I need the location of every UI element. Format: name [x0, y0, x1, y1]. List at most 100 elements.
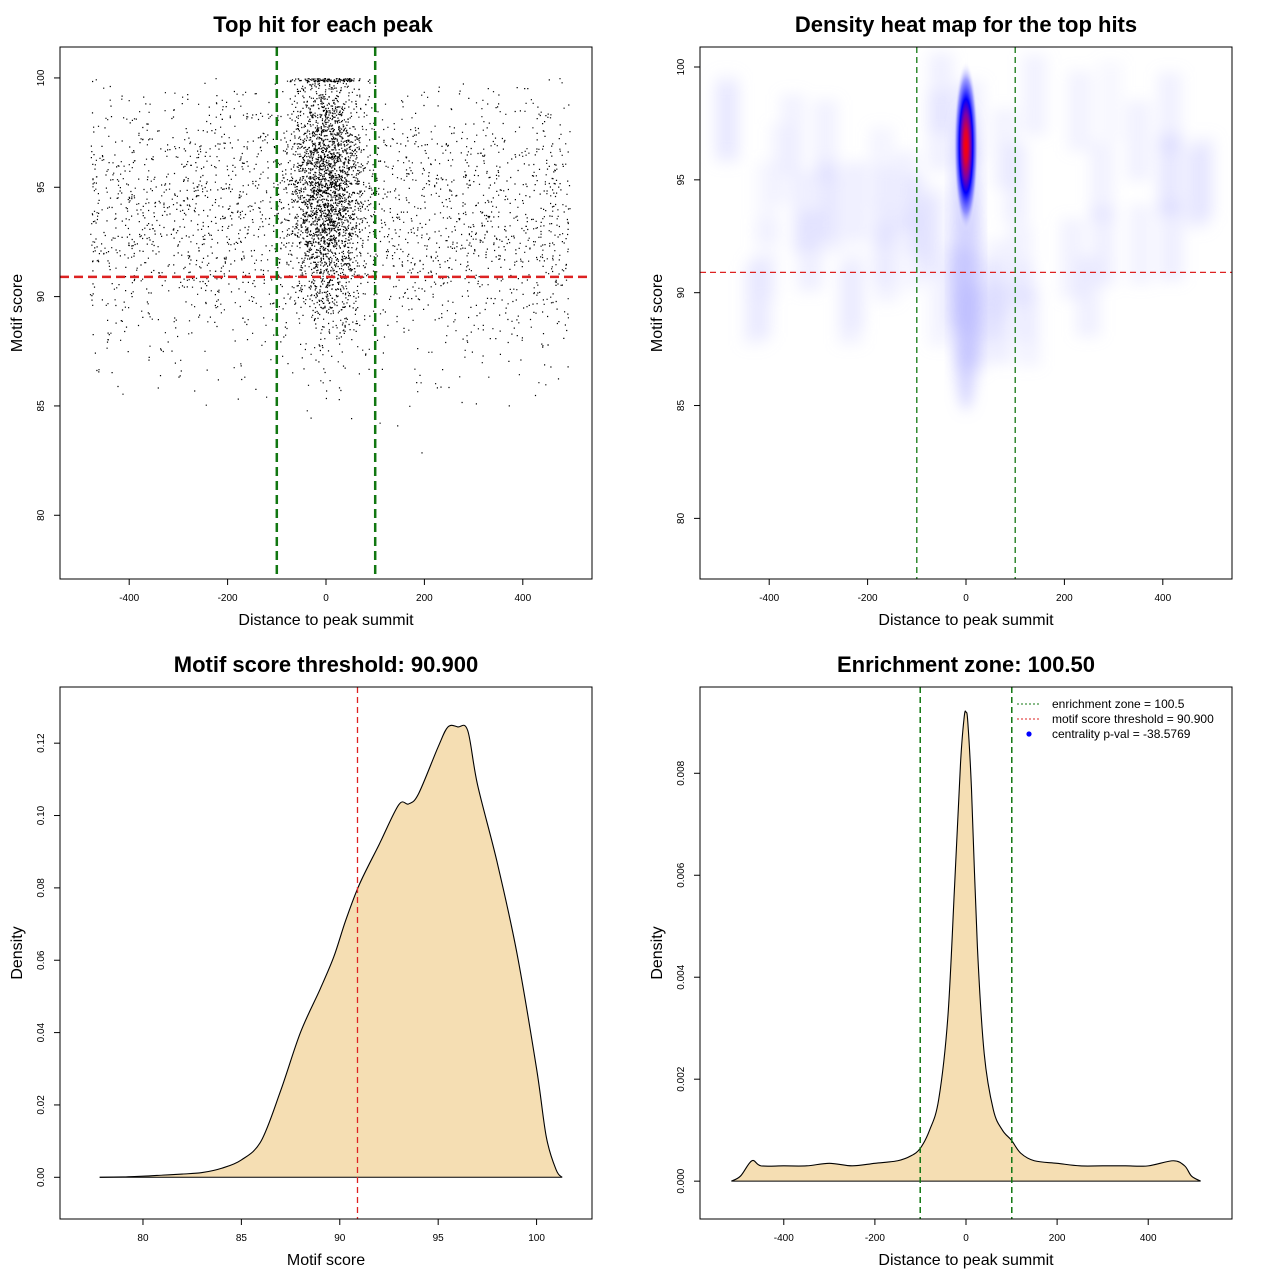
heatmap-cell [780, 94, 805, 175]
score-density-axes: 80 85 90 95 100 0.00 0.02 0.04 0.06 0.08 0.10 0.12 [36, 733, 545, 1244]
x-tick-label: 80 [137, 1233, 149, 1244]
y-tick-label: 0.10 [36, 805, 47, 825]
x-tick-label: 0 [963, 593, 969, 604]
heatmap-cell [841, 248, 866, 329]
y-tick-label: 0.002 [676, 1066, 687, 1091]
score-density-area [99, 724, 563, 1178]
distance-density-axes: -400 -200 0 200 400 0.000 0.002 0.004 0.006 0.008 [676, 760, 1157, 1244]
y-tick-label: 95 [676, 174, 687, 186]
x-tick-label: -200 [858, 593, 878, 604]
heatmap-cell [1022, 55, 1047, 136]
y-tick-label: 0.08 [36, 878, 47, 898]
x-tick-label: 400 [1154, 593, 1171, 604]
score-density-panel: Motif score threshold: 90.900 Motif scor… [9, 652, 593, 1269]
legend-pval-label: centrality p-val = -38.5769 [1052, 727, 1191, 741]
distance-density-area [731, 710, 1201, 1182]
x-tick-label: -400 [774, 1233, 794, 1244]
distance-density-reference-lines [919, 687, 1013, 1219]
x-tick-label: 95 [433, 1233, 445, 1244]
y-tick-label: 0.04 [36, 1022, 47, 1042]
y-tick-label: 90 [676, 287, 687, 299]
distance-density-xlabel: Distance to peak summit [878, 1252, 1054, 1269]
scatter-xlabel: Distance to peak summit [238, 612, 414, 629]
heatmap-cell [1089, 141, 1114, 222]
y-tick-label: 90 [36, 291, 47, 303]
x-tick-label: 90 [334, 1233, 346, 1244]
heatmap-cell [1158, 131, 1183, 212]
score-density-frame [59, 686, 593, 1220]
heatmap-reference-lines [700, 47, 1232, 579]
heatmap-cell [818, 172, 843, 253]
y-tick-label: 0.006 [676, 862, 687, 887]
x-tick-label: 0 [323, 593, 329, 604]
distance-density-ylabel: Density [649, 926, 666, 979]
scatter-ylabel: Motif score [9, 274, 26, 352]
y-tick-label: 0.004 [676, 964, 687, 989]
y-tick-label: 85 [36, 400, 47, 412]
y-tick-label: 100 [676, 58, 687, 75]
legend-pval-marker [1026, 731, 1032, 737]
heatmap-ylabel: Motif score [649, 274, 666, 352]
y-tick-label: 95 [36, 181, 47, 193]
scatter-reference-lines [60, 47, 592, 579]
distance-density-frame [699, 686, 1233, 1220]
y-tick-label: 0.000 [676, 1168, 687, 1193]
heatmap-cell [986, 283, 1011, 364]
score-density-ylabel: Density [9, 926, 26, 979]
y-tick-label: 0.00 [36, 1167, 47, 1187]
legend: enrichment zone = 100.5 motif score thre… [1017, 697, 1214, 741]
heatmap-cell [1128, 204, 1153, 285]
x-tick-label: 400 [1140, 1233, 1157, 1244]
heatmap-cell [1098, 61, 1123, 142]
heatmap-cell [1060, 218, 1085, 299]
y-tick-label: 0.02 [36, 1095, 47, 1115]
y-tick-label: 0.06 [36, 950, 47, 970]
scatter-point-cloud [89, 78, 571, 454]
y-tick-label: 0.12 [36, 733, 47, 753]
y-tick-label: 80 [676, 512, 687, 524]
x-tick-label: 85 [236, 1233, 248, 1244]
heatmap-title: Density heat map for the top hits [795, 12, 1137, 37]
y-tick-label: 80 [36, 509, 47, 521]
heatmap-cell [1184, 148, 1209, 229]
heatmap-cell [927, 90, 952, 171]
heatmap-cell [1003, 143, 1028, 224]
x-tick-label: 200 [416, 593, 433, 604]
distance-density-panel: Enrichment zone: 100.50 Distance to peak… [649, 652, 1233, 1269]
x-tick-label: -200 [218, 593, 238, 604]
heatmap-hotspot [953, 60, 979, 232]
x-tick-label: -400 [119, 593, 139, 604]
y-tick-label: 0.008 [676, 760, 687, 785]
heatmap-cell [1159, 200, 1184, 281]
x-tick-label: -400 [759, 593, 779, 604]
scatter-frame [59, 46, 593, 580]
heatmap-cell [1126, 100, 1151, 181]
heatmap-cell [1067, 71, 1092, 152]
heatmap-xlabel: Distance to peak summit [878, 612, 1054, 629]
score-density-title: Motif score threshold: 90.900 [174, 652, 478, 677]
legend-enrichment-label: enrichment zone = 100.5 [1052, 697, 1185, 711]
heatmap-cell [1016, 286, 1041, 367]
x-tick-label: 200 [1056, 593, 1073, 604]
x-tick-label: 100 [528, 1233, 545, 1244]
heatmap-cell [755, 162, 780, 243]
heatmap-haze [715, 53, 1216, 373]
density-fill [731, 711, 1201, 1182]
heatmap-cell [903, 174, 928, 255]
score-density-xlabel: Motif score [287, 1252, 365, 1269]
legend-threshold-label: motif score threshold = 90.900 [1052, 712, 1214, 726]
scatter-points [89, 78, 571, 454]
scatter-axes: -400 -200 0 200 400 80 85 90 95 100 [36, 69, 532, 604]
heatmap-density [715, 53, 1216, 411]
heatmap-axes: -400 -200 0 200 400 80 85 90 95 100 [676, 58, 1172, 604]
x-tick-label: 400 [514, 593, 531, 604]
heatmap-cell [715, 73, 740, 154]
heatmap-frame [699, 46, 1233, 580]
heatmap-cell [874, 221, 899, 302]
y-tick-label: 100 [36, 69, 47, 86]
x-tick-label: -200 [865, 1233, 885, 1244]
heatmap-cell [791, 172, 816, 253]
x-tick-label: 200 [1049, 1233, 1066, 1244]
y-tick-label: 85 [676, 400, 687, 412]
density-curve [99, 724, 563, 1178]
